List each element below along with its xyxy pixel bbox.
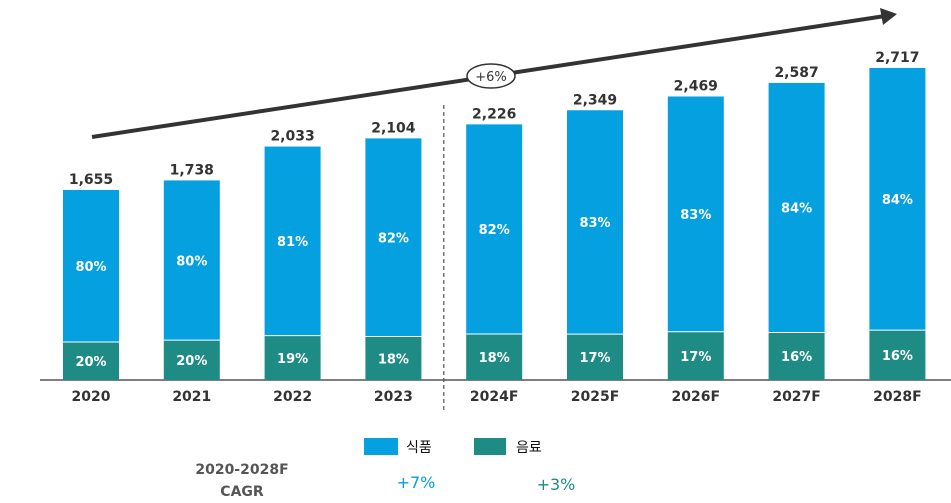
bar-food (768, 82, 825, 333)
beverage-share-label: 17% (579, 351, 610, 366)
food-share-label: 83% (680, 208, 711, 223)
bar-beverage (768, 332, 825, 380)
bar-food (264, 146, 321, 336)
food-share-label: 81% (277, 235, 308, 250)
x-tick-label: 2027F (772, 389, 821, 405)
beverage-share-label: 19% (277, 352, 308, 367)
food-share-label: 83% (579, 216, 610, 231)
legend-label-food: 식품 (406, 440, 432, 456)
total-label: 2,717 (875, 50, 919, 66)
x-tick-label: 2021 (172, 389, 211, 405)
x-tick-label: 2020 (72, 389, 111, 405)
trend-arrow-head (880, 8, 897, 25)
food-share-label: 84% (781, 202, 812, 217)
beverage-share-label: 18% (378, 352, 409, 367)
x-tick-label: 2026F (672, 389, 721, 405)
trend-annotation-text: +6% (475, 70, 507, 85)
bar-beverage (667, 331, 724, 380)
x-tick-label: 2023 (374, 389, 413, 405)
bar-beverage (264, 335, 321, 380)
food-share-label: 82% (378, 231, 409, 246)
food-share-label: 84% (882, 193, 913, 208)
bar-beverage (163, 340, 220, 380)
total-label: 2,226 (472, 106, 516, 122)
legend-swatch-beverage (474, 438, 506, 455)
bar-food (163, 180, 220, 341)
legend-swatch-food (364, 438, 398, 455)
beverage-share-label: 18% (479, 351, 510, 366)
bar-food (667, 96, 724, 332)
bar-beverage (466, 333, 523, 380)
beverage-share-label: 20% (176, 354, 207, 369)
x-tick-label: 2025F (571, 389, 620, 405)
beverage-share-label: 16% (781, 350, 812, 365)
legend-label-beverage: 음료 (516, 440, 542, 456)
bar-food (567, 110, 623, 335)
bar-beverage (63, 341, 119, 380)
bar-food (466, 124, 523, 334)
cagr-label-period: 2020-2028F (195, 462, 288, 478)
total-label: 2,469 (674, 78, 718, 94)
total-label: 2,104 (371, 120, 416, 136)
bar-food (63, 189, 119, 342)
food-share-label: 80% (75, 260, 106, 275)
bar-beverage (869, 330, 926, 380)
cagr-label: CAGR (220, 484, 264, 500)
total-label: 2,587 (774, 65, 818, 81)
bar-food (869, 68, 926, 331)
beverage-share-label: 17% (680, 350, 711, 365)
bar-food (365, 138, 422, 337)
total-label: 2,349 (573, 92, 617, 108)
beverage-share-label: 20% (75, 355, 106, 370)
cagr-food: +7% (397, 473, 436, 492)
total-label: 1,655 (69, 172, 113, 188)
bar-beverage (365, 336, 422, 380)
beverage-share-label: 16% (882, 349, 913, 364)
total-label: 1,738 (170, 162, 214, 178)
x-tick-label: 2028F (873, 389, 922, 405)
food-share-label: 82% (479, 223, 510, 238)
food-share-label: 80% (176, 254, 207, 269)
total-label: 2,033 (270, 129, 314, 145)
x-tick-label: 2024F (470, 389, 519, 405)
trend-annotation-bubble (466, 63, 516, 89)
cagr-beverage: +3% (537, 475, 576, 494)
bar-beverage (567, 334, 623, 380)
x-tick-label: 2022 (273, 389, 312, 405)
